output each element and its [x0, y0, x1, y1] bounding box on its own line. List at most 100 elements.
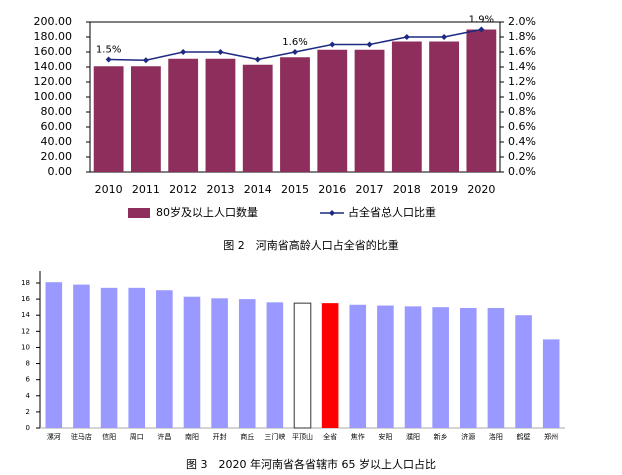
y-tick-label: 100.00: [34, 90, 73, 103]
bar: [354, 49, 385, 172]
line-marker: [366, 41, 373, 48]
bar: [100, 287, 118, 428]
line-marker: [329, 41, 336, 48]
bar: [487, 307, 505, 428]
x-tick-label: 平顶山: [292, 432, 313, 441]
y2-tick-label: 0.0%: [508, 165, 536, 178]
y-tick-label: 8: [26, 360, 30, 368]
data-label: 1.5%: [96, 45, 121, 56]
x-tick-label: 2016: [318, 183, 346, 196]
bar: [280, 57, 310, 172]
x-tick-label: 全省: [323, 432, 337, 441]
y-tick-label: 60.00: [41, 120, 73, 133]
x-tick-label: 驻马店: [71, 432, 92, 441]
x-tick-label: 2019: [430, 183, 458, 196]
bar: [93, 66, 124, 172]
y-tick-label: 0: [26, 424, 30, 432]
bar: [242, 64, 273, 172]
x-tick-label: 2013: [206, 183, 234, 196]
x-tick-label: 濮阳: [406, 432, 420, 441]
y-tick-label: 0.00: [48, 165, 73, 178]
bar: [460, 307, 477, 428]
x-tick-label: 焦作: [351, 432, 365, 441]
y-tick-label: 40.00: [41, 135, 73, 148]
x-tick-label: 鹤壁: [517, 432, 531, 441]
bar: [515, 315, 532, 428]
bar: [542, 339, 560, 428]
bar: [429, 41, 459, 172]
line-marker: [254, 56, 261, 63]
y-tick-label: 6: [26, 376, 31, 384]
y2-tick-label: 1.2%: [508, 75, 536, 88]
legend-swatch: [128, 208, 150, 218]
x-tick-label: 2020: [467, 183, 495, 196]
y2-tick-label: 2.0%: [508, 15, 536, 28]
x-tick-label: 2018: [393, 183, 421, 196]
y-tick-label: 160.00: [34, 45, 73, 58]
legend-label: 占全省总人口比重: [348, 205, 436, 219]
x-tick-label: 郑州: [544, 433, 558, 441]
y-tick-label: 180.00: [34, 30, 73, 43]
x-tick-label: 许昌: [157, 432, 171, 441]
y2-tick-label: 1.0%: [508, 90, 536, 103]
bar: [266, 302, 284, 428]
line-marker: [478, 26, 485, 33]
line-marker: [292, 49, 298, 55]
x-tick-label: 2015: [281, 183, 309, 196]
bar: [183, 296, 201, 428]
figure-caption: 图 2 河南省高龄人口占全省的比重: [223, 238, 399, 252]
x-tick-label: 信阳: [102, 432, 116, 441]
x-tick-label: 2011: [132, 183, 160, 196]
bar: [205, 58, 236, 172]
line-marker: [180, 49, 187, 55]
y2-tick-label: 0.6%: [508, 120, 536, 133]
bar: [128, 287, 145, 428]
bar: [73, 284, 90, 428]
data-label: 1.6%: [282, 37, 307, 48]
y2-tick-label: 0.4%: [508, 135, 536, 148]
x-tick-label: 2012: [169, 183, 197, 196]
bar: [432, 307, 449, 428]
data-label: 1.9%: [469, 15, 494, 26]
y-tick-label: 140.00: [34, 60, 73, 73]
x-tick-label: 商丘: [240, 432, 254, 441]
bar: [349, 304, 367, 428]
figure-caption: 图 3 2020 年河南省各省辖市 65 岁以上人口占比: [186, 457, 436, 471]
x-tick-label: 周口: [130, 433, 144, 441]
legend-label: 80岁及以上人口数量: [156, 205, 258, 219]
x-tick-label: 2010: [95, 183, 123, 196]
y-tick-label: 12: [21, 327, 30, 335]
bar: [377, 305, 394, 428]
line-marker: [105, 56, 112, 63]
bar: [404, 306, 422, 428]
x-tick-label: 漯河: [47, 432, 61, 441]
bar: [391, 41, 422, 172]
y2-tick-label: 1.4%: [508, 60, 536, 73]
y2-tick-label: 0.8%: [508, 105, 536, 118]
bar: [211, 298, 228, 428]
x-tick-label: 2014: [244, 183, 272, 196]
y-tick-label: 120.00: [34, 75, 73, 88]
x-tick-label: 2017: [356, 183, 384, 196]
y-tick-label: 20.00: [41, 150, 73, 163]
x-tick-label: 洛阳: [489, 432, 503, 441]
y-tick-label: 200.00: [34, 15, 73, 28]
y-tick-label: 16: [21, 295, 30, 303]
legend-marker: [329, 210, 335, 216]
bar: [168, 58, 199, 172]
x-tick-label: 安阳: [378, 432, 392, 441]
y-tick-label: 80.00: [41, 105, 73, 118]
y-tick-label: 18: [21, 279, 30, 287]
bar: [466, 29, 497, 172]
y-tick-label: 4: [26, 392, 31, 400]
y-tick-label: 2: [26, 408, 30, 416]
y-tick-label: 14: [21, 311, 30, 319]
bar: [317, 49, 348, 172]
x-tick-label: 济源: [461, 432, 475, 441]
line-marker: [142, 57, 149, 64]
line-marker: [441, 34, 448, 40]
line-marker: [217, 49, 224, 55]
bar: [321, 303, 339, 428]
y2-tick-label: 0.2%: [508, 150, 536, 163]
